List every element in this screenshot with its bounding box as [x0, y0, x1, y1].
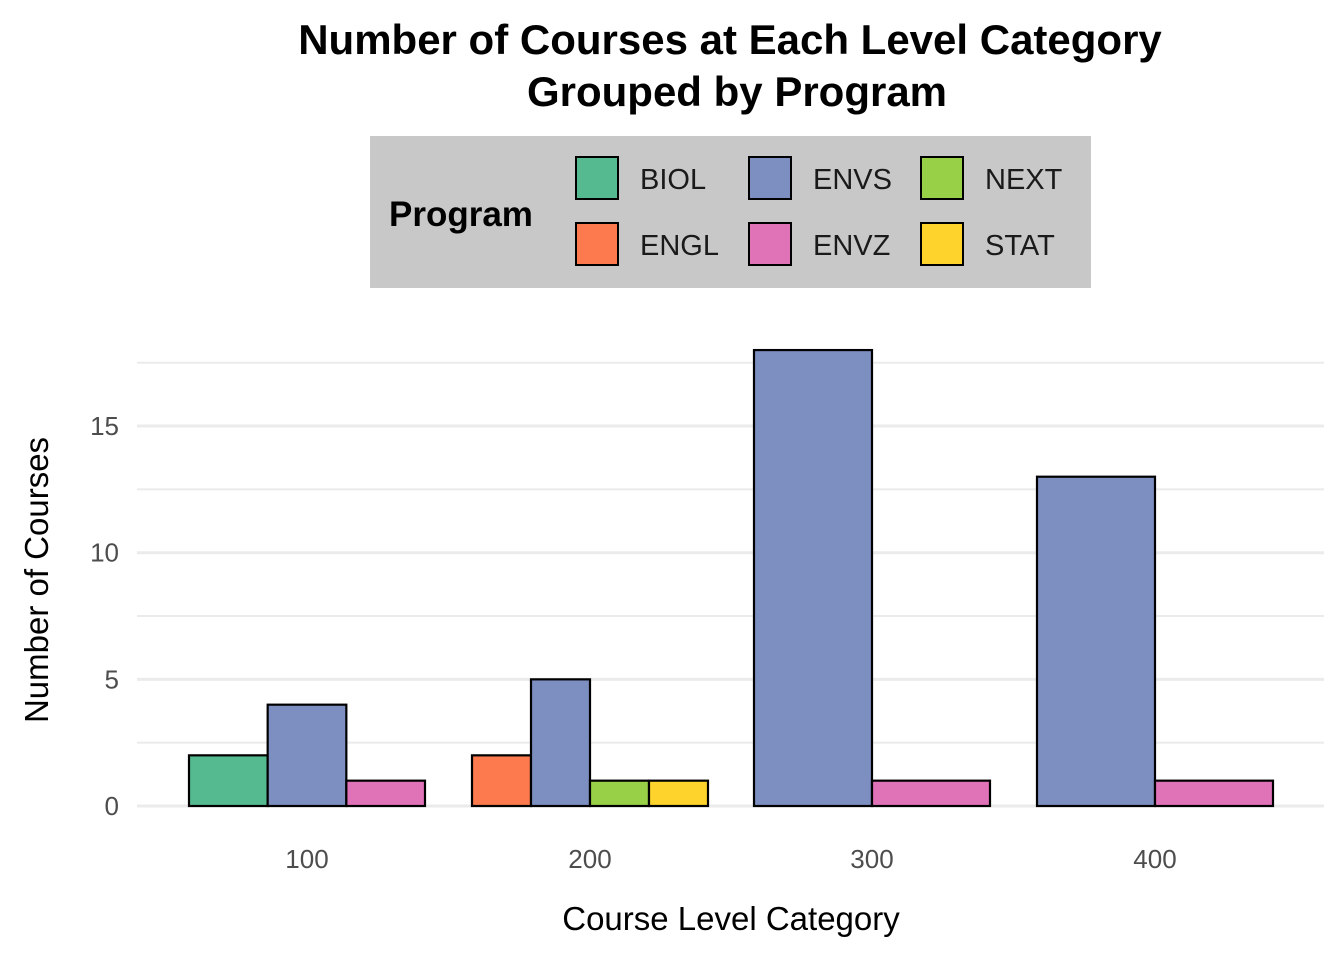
y-tick-label: 5 — [105, 664, 119, 694]
x-tick-label: 400 — [1133, 844, 1176, 874]
y-axis-title: Number of Courses — [18, 437, 55, 723]
chart-title-line-2: Grouped by Program — [527, 68, 947, 115]
legend-label-stat: STAT — [985, 230, 1055, 262]
y-tick-label: 15 — [90, 411, 119, 441]
chart-title: Number of Courses at Each Level Category… — [298, 16, 1162, 115]
legend-label-envz: ENVZ — [813, 230, 890, 262]
x-tick-label: 200 — [568, 844, 611, 874]
legend-label-envs: ENVS — [813, 164, 892, 196]
bar-envs-400 — [1035, 475, 1157, 808]
bar-engl-200 — [470, 754, 533, 808]
legend-key-engl — [575, 222, 619, 266]
bars — [187, 348, 1275, 808]
x-axis-title: Course Level Category — [562, 900, 900, 937]
bar-envs-300 — [752, 348, 874, 808]
legend-key-stat — [920, 222, 964, 266]
legend-label-biol: BIOL — [640, 164, 706, 196]
bar-envz-300 — [870, 779, 992, 808]
bar-envz-400 — [1153, 779, 1275, 808]
legend-key-envz — [748, 222, 792, 266]
x-axis-ticks: 100 200 300 400 — [285, 844, 1176, 874]
bar-envs-200 — [529, 678, 592, 808]
bar-envz-100 — [345, 779, 427, 808]
bar-next-200 — [588, 779, 651, 808]
legend-title: Program — [389, 195, 533, 234]
legend-key-envs — [748, 156, 792, 200]
bar-stat-200 — [647, 779, 710, 808]
y-tick-label: 0 — [105, 791, 119, 821]
y-tick-label: 10 — [90, 538, 119, 568]
legend-label-next: NEXT — [985, 164, 1063, 196]
x-tick-label: 300 — [850, 844, 893, 874]
x-tick-label: 100 — [285, 844, 328, 874]
legend-key-next — [920, 156, 964, 200]
bar-biol-100 — [187, 754, 269, 808]
legend-key-biol — [575, 156, 619, 200]
chart-title-line-1: Number of Courses at Each Level Category — [298, 16, 1162, 63]
legend-background — [370, 136, 1091, 288]
y-axis-ticks: 0 5 10 15 — [90, 411, 119, 821]
legend: Program BIOL ENGL ENVS ENVZ NEXT STAT — [370, 136, 1091, 288]
bar-envs-100 — [266, 703, 348, 808]
legend-label-engl: ENGL — [640, 230, 719, 262]
